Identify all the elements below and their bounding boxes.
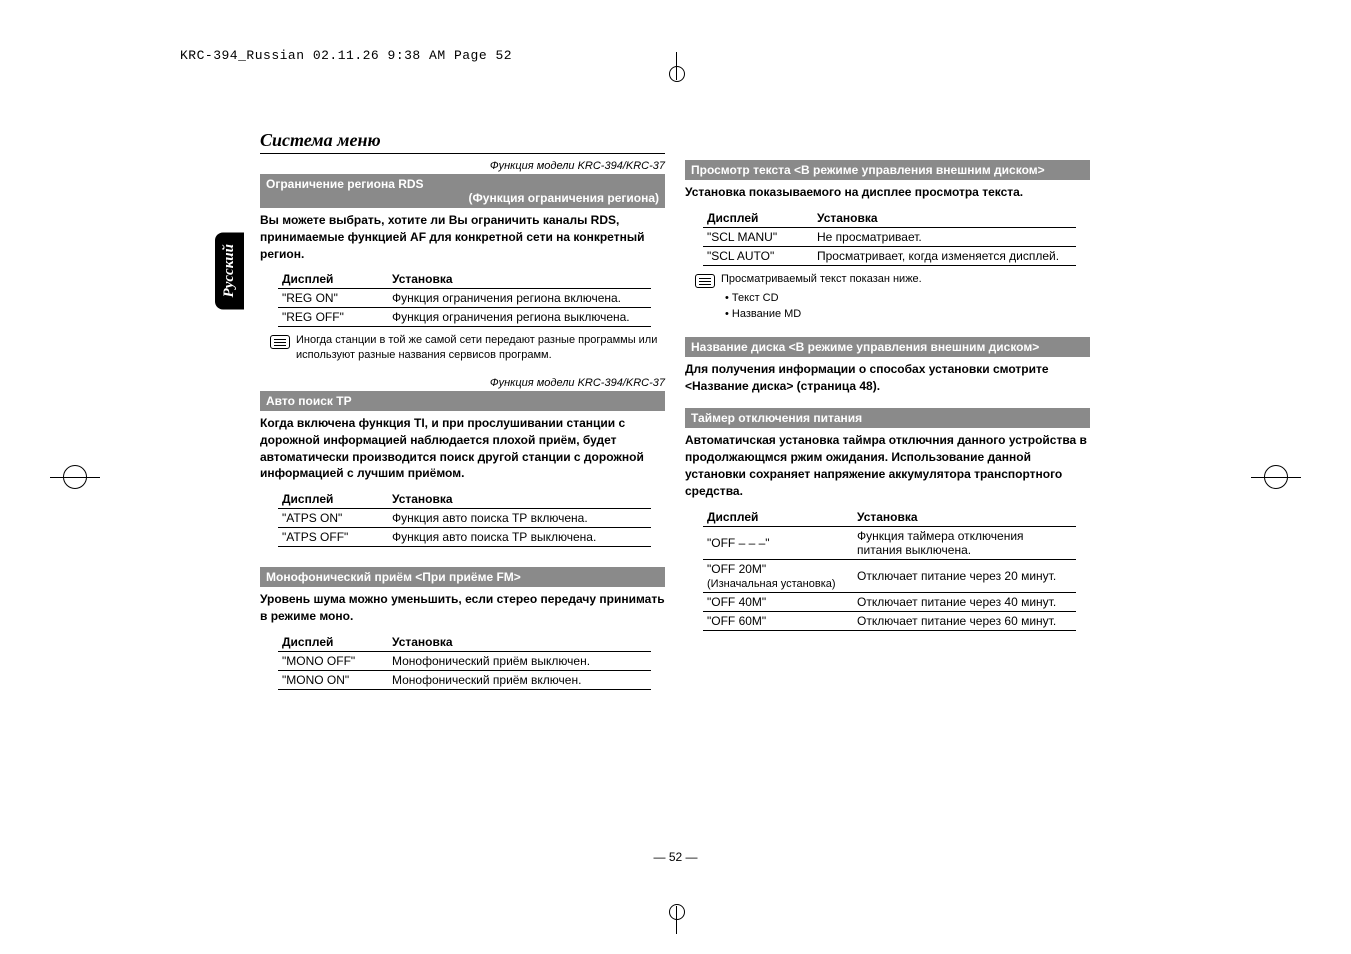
- table-cell: Функция ограничения региона выключена.: [388, 308, 651, 327]
- th-setting: Установка: [388, 633, 651, 652]
- note-block: Просматриваемый текст показан ниже.: [695, 272, 1090, 288]
- right-column: Просмотр текста <В режиме управления вне…: [685, 130, 1090, 696]
- scroll-table: ДисплейУстановка "SCL MANU"Не просматрив…: [703, 209, 1076, 266]
- section-header-mono: Монофонический приём <При приёме FM>: [260, 567, 665, 587]
- mono-table: ДисплейУстановка "MONO OFF"Монофонически…: [278, 633, 651, 690]
- th-display: Дисплей: [278, 633, 388, 652]
- model-note-1: Функция модели KRC-394/KRC-37: [260, 160, 665, 172]
- section-header-timer: Таймер отключения питания: [685, 408, 1090, 428]
- language-tab: Русский: [215, 232, 244, 309]
- crop-mark-right: [1251, 452, 1301, 502]
- table-cell: Просматривает, когда изменяется дисплей.: [813, 246, 1076, 265]
- th-display: Дисплей: [278, 270, 388, 289]
- note-text: Просматриваемый текст показан ниже.: [721, 272, 922, 287]
- tp-table: ДисплейУстановка "ATPS ON"Функция авто п…: [278, 490, 651, 547]
- table-cell: Функция авто поиска ТР включена.: [388, 509, 651, 528]
- crop-mark-top: [662, 52, 690, 80]
- section-header-tp: Авто поиск ТР: [260, 391, 665, 411]
- crop-mark-left: [50, 452, 100, 502]
- timer-table: ДисплейУстановка "OFF – – –"Функция тайм…: [703, 508, 1076, 631]
- table-cell: "MONO ON": [278, 670, 388, 689]
- left-column: Система меню Функция модели KRC-394/KRC-…: [260, 130, 665, 696]
- th-display: Дисплей: [703, 209, 813, 228]
- table-cell: "REG ON": [278, 289, 388, 308]
- section-intro: Когда включена функция TI, и при прослуш…: [260, 415, 665, 482]
- section-header-rds: Ограничение региона RDS (Функция огранич…: [260, 174, 665, 208]
- table-cell: Не просматривает.: [813, 227, 1076, 246]
- table-cell: "REG OFF": [278, 308, 388, 327]
- table-cell: "OFF 20M"(Изначальная установка): [703, 559, 853, 592]
- rds-table: ДисплейУстановка "REG ON"Функция огранич…: [278, 270, 651, 327]
- section-intro: Уровень шума можно уменьшить, если стере…: [260, 591, 665, 625]
- bullet-list: Текст CD Название MD: [725, 290, 1090, 323]
- table-cell: Отключает питание через 40 минут.: [853, 592, 1076, 611]
- table-cell: "OFF 60M": [703, 611, 853, 630]
- section-intro: Автоматичская установка таймра отключния…: [685, 432, 1090, 499]
- table-cell: Функция ограничения региона включена.: [388, 289, 651, 308]
- table-cell: Монофонический приём включен.: [388, 670, 651, 689]
- table-cell: "MONO OFF": [278, 651, 388, 670]
- note-block: Иногда станции в той же самой сети перед…: [270, 333, 665, 363]
- table-cell: "SCL MANU": [703, 227, 813, 246]
- section-intro: Вы можете выбрать, хотите ли Вы ограничи…: [260, 212, 665, 262]
- section-header-discname: Название диска <В режиме управления внеш…: [685, 337, 1090, 357]
- table-cell: "ATPS ON": [278, 509, 388, 528]
- table-cell: Функция таймера отключения питания выклю…: [853, 526, 1076, 559]
- table-cell: "SCL AUTO": [703, 246, 813, 265]
- note-icon: [695, 274, 715, 288]
- section-header-scroll: Просмотр текста <В режиме управления вне…: [685, 160, 1090, 180]
- title-underline: [260, 153, 665, 154]
- table-cell: Функция авто поиска ТР выключена.: [388, 528, 651, 547]
- print-header: KRC-394_Russian 02.11.26 9:38 AM Page 52: [180, 48, 512, 63]
- note-icon: [270, 335, 290, 349]
- section-title: Ограничение региона RDS: [266, 177, 424, 191]
- table-cell: "OFF – – –": [703, 526, 853, 559]
- table-cell: Отключает питание через 20 минут.: [853, 559, 1076, 592]
- table-cell: "OFF 40M": [703, 592, 853, 611]
- section-intro: Для получения информации о способах уста…: [685, 361, 1090, 395]
- section-subtitle: (Функция ограничения региона): [266, 191, 659, 205]
- model-note-2: Функция модели KRC-394/KRC-37: [260, 377, 665, 389]
- table-cell: Монофонический приём выключен.: [388, 651, 651, 670]
- th-setting: Установка: [388, 490, 651, 509]
- page-number: — 52 —: [653, 850, 697, 864]
- th-display: Дисплей: [278, 490, 388, 509]
- section-intro: Установка показываемого на дисплее просм…: [685, 184, 1090, 201]
- note-text: Иногда станции в той же самой сети перед…: [296, 333, 665, 363]
- th-display: Дисплей: [703, 508, 853, 527]
- bullet-item: Название MD: [725, 306, 1090, 323]
- table-cell: "ATPS OFF": [278, 528, 388, 547]
- table-cell: Отключает питание через 60 минут.: [853, 611, 1076, 630]
- th-setting: Установка: [388, 270, 651, 289]
- th-setting: Установка: [853, 508, 1076, 527]
- page-title: Система меню: [260, 130, 665, 151]
- crop-mark-bottom: [662, 906, 690, 934]
- bullet-item: Текст CD: [725, 290, 1090, 307]
- th-setting: Установка: [813, 209, 1076, 228]
